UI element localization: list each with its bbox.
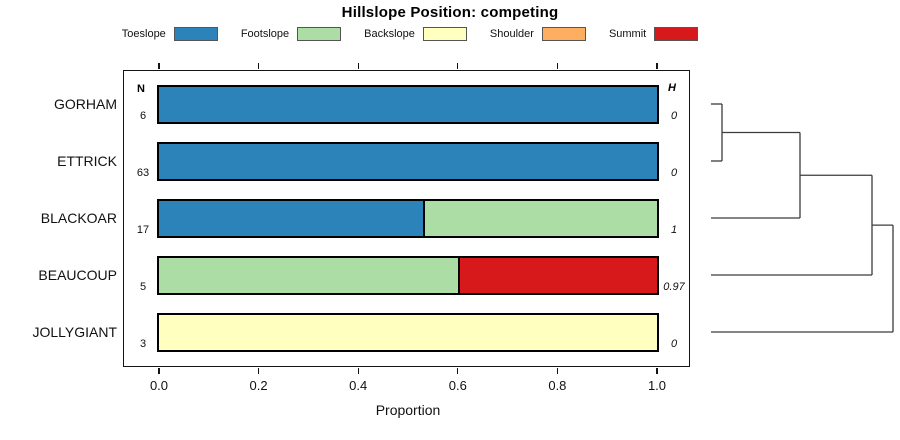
h-value: 0 (670, 337, 678, 350)
legend-label: Toeslope (121, 28, 166, 40)
legend-label: Footslope (240, 28, 290, 40)
bar-row (157, 312, 659, 352)
plot-frame (123, 70, 690, 367)
h-value: 0.97 (663, 280, 685, 293)
bar-segment-summit (457, 257, 657, 293)
n-value: 63 (136, 166, 150, 179)
legend-swatch-footslope (297, 27, 342, 41)
n-value: 3 (139, 337, 147, 350)
h-value: 1 (670, 223, 678, 236)
x-tick-label: 1.0 (647, 378, 667, 393)
chart-title: Hillslope Position: competing (341, 4, 559, 21)
h-value: 0 (670, 109, 678, 122)
row-label-beaucoup: BEAUCOUP (38, 267, 117, 283)
legend-item-summit: Summit (608, 27, 699, 41)
legend-swatch-shoulder (541, 27, 586, 41)
legend-swatch-backslope (422, 27, 467, 41)
n-value: 17 (136, 223, 150, 236)
x-tick-label: 0.4 (349, 378, 368, 393)
bar-row (157, 255, 659, 295)
x-tick-label: 0.8 (548, 378, 567, 393)
legend-swatch-toeslope (173, 27, 218, 41)
row-label-jollygiant: JOLLYGIANT (32, 324, 117, 340)
x-tick-top (357, 63, 359, 69)
x-tick-top (656, 63, 658, 69)
x-tick-label: 0.2 (249, 378, 268, 393)
x-tick-bottom (257, 368, 260, 374)
bar-segment-toeslope (159, 143, 657, 179)
h-column-header: H (668, 82, 676, 94)
x-tick-bottom (556, 368, 559, 374)
legend-item-toeslope: Toeslope (122, 27, 218, 41)
bar-segment-footslope (422, 200, 657, 236)
row-label-blackoar: BLACKOAR (40, 210, 117, 226)
bar-row (157, 198, 659, 238)
legend-label: Shoulder (489, 28, 534, 40)
legend: Toeslope Footslope Backslope Shoulder Summit (60, 26, 760, 42)
legend-item-shoulder: Shoulder (490, 27, 586, 41)
legend-label: Backslope (364, 28, 415, 40)
bar-segment-toeslope (159, 86, 657, 122)
bar-segment-footslope (159, 257, 458, 293)
x-tick-bottom (357, 368, 359, 374)
bar-row (157, 84, 659, 124)
bar-segment-backslope (159, 314, 657, 350)
x-axis-label: Proportion (375, 402, 441, 418)
legend-swatch-summit (654, 27, 699, 41)
bar-segment-toeslope (159, 200, 423, 236)
h-value: 0 (670, 166, 678, 179)
legend-label: Summit (608, 28, 647, 40)
x-tick-label: 0.6 (448, 378, 467, 393)
legend-item-backslope: Backslope (364, 27, 467, 41)
legend-item-footslope: Footslope (240, 27, 342, 41)
x-tick-bottom (158, 368, 160, 374)
row-label-ettrick: ETTRICK (57, 153, 117, 169)
x-tick-bottom (457, 368, 459, 374)
x-tick-label: 0.0 (149, 378, 169, 393)
n-column-header: N (137, 83, 145, 95)
x-tick-top (158, 63, 160, 69)
x-tick-bottom (656, 368, 658, 374)
row-label-gorham: GORHAM (54, 96, 117, 112)
x-tick-top (257, 63, 260, 69)
n-value: 5 (139, 280, 147, 293)
x-tick-top (457, 63, 459, 69)
x-tick-top (556, 63, 559, 69)
n-value: 6 (139, 109, 147, 122)
bar-row (157, 141, 659, 181)
